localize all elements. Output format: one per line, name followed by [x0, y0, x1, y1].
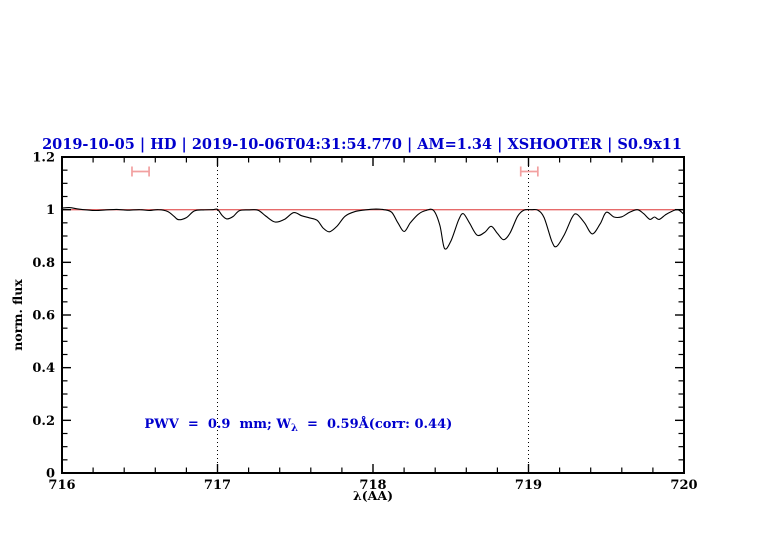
plot-title: 2019-10-05 | HD | 2019-10-06T04:31:54.77…	[42, 136, 682, 153]
pwv-annotation-part: = 0.59Å(corr: 0.44)	[298, 416, 452, 432]
y-tick-label: 0.2	[32, 414, 55, 429]
y-tick-label: 0.8	[32, 256, 55, 271]
x-tick-label: 720	[670, 478, 697, 493]
spectrum-line	[61, 207, 685, 250]
x-tick-label: 718	[359, 478, 386, 493]
plot-frame	[61, 156, 685, 474]
x-axis-label: λ(AA)	[353, 488, 393, 503]
y-tick-label: 1	[46, 203, 55, 218]
x-tick-label: 719	[515, 478, 542, 493]
pwv-annotation: PWV = 0.9 mm; Wλ = 0.59Å(corr: 0.44)	[144, 416, 452, 434]
y-tick-label: 0.6	[32, 309, 55, 324]
pwv-annotation-part: λ	[291, 423, 298, 434]
pwv-annotation-part: PWV = 0.9 mm; W	[144, 417, 291, 432]
y-axis-label: norm. flux	[10, 279, 25, 351]
y-tick-label: 1.2	[32, 151, 55, 166]
y-tick-label: 0	[46, 467, 55, 482]
y-tick-label: 0.4	[32, 361, 55, 376]
x-tick-label: 717	[204, 478, 231, 493]
x-tick-label: 716	[48, 478, 75, 493]
